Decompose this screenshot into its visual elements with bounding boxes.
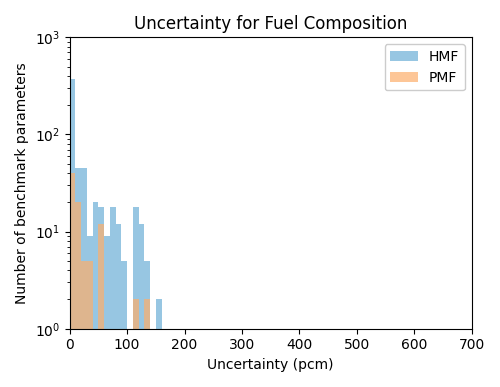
- Bar: [70, 79, 75, 387]
- Bar: [87, 261, 92, 387]
- Bar: [92, 202, 98, 387]
- Bar: [81, 168, 87, 387]
- Bar: [127, 329, 133, 387]
- Bar: [81, 261, 87, 387]
- Y-axis label: Number of benchmark parameters: Number of benchmark parameters: [15, 62, 29, 304]
- Bar: [98, 207, 104, 387]
- Bar: [144, 300, 150, 387]
- Bar: [133, 300, 138, 387]
- Bar: [87, 236, 92, 387]
- Bar: [104, 236, 110, 387]
- Bar: [156, 300, 162, 387]
- X-axis label: Uncertainty (pcm): Uncertainty (pcm): [208, 358, 334, 372]
- Bar: [116, 224, 121, 387]
- Legend: HMF, PMF: HMF, PMF: [384, 44, 465, 90]
- Bar: [122, 261, 127, 387]
- Bar: [110, 207, 116, 387]
- Bar: [144, 261, 150, 387]
- Bar: [133, 207, 138, 387]
- Bar: [138, 224, 144, 387]
- Bar: [76, 168, 81, 387]
- Bar: [70, 173, 75, 387]
- Title: Uncertainty for Fuel Composition: Uncertainty for Fuel Composition: [134, 15, 407, 33]
- Bar: [76, 202, 81, 387]
- Bar: [98, 224, 104, 387]
